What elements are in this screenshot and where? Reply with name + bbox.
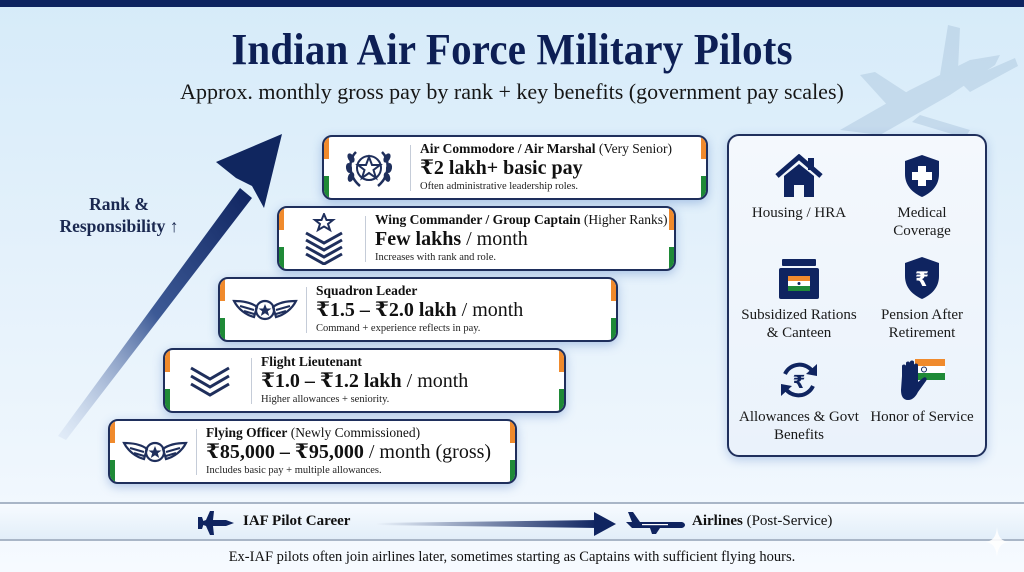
career-arrow-icon [376,512,616,536]
svg-text:₹: ₹ [793,372,806,393]
rank-note: Increases with rank and role. [375,252,496,263]
rank-card-wing-commander: Wing Commander / Group Captain (Higher R… [277,206,676,271]
rank-note: Often administrative leadership roles. [420,181,579,192]
rank-name: Flying Officer [206,425,288,440]
pay-amount: ₹85,000 – ₹95,000 [206,441,364,463]
ration-box-icon [734,254,864,300]
pay-amount: Few lakhs [375,228,462,250]
page-title: Indian Air Force Military Pilots [231,25,793,74]
benefit-allowances: ₹ Allowances & Govt Benefits [734,356,864,444]
pay-amount: ₹2 lakh+ basic pay [420,157,583,179]
fighter-jet-icon [198,511,234,535]
sparkle-icon [985,527,1009,557]
benefit-honor: Honor of Service [857,356,987,426]
pilot-wings-icon [120,427,190,477]
benefit-housing: Housing / HRA [734,152,864,222]
double-chevron-icon [175,356,245,406]
rank-note: Includes basic pay + multiple allowances… [206,465,382,476]
rank-qualifier: (Newly Commissioned) [290,425,421,440]
rupee-shield-icon: ₹ [857,254,987,300]
benefits-panel: Housing / HRA Medical Coverage Subsidize… [727,134,987,457]
rank-card-air-commodore: Air Commodore / Air Marshal (Very Senior… [322,135,708,200]
rank-card-flight-lieutenant: Flight Lieutenant ₹1.0 – ₹1.2 lakh / mon… [163,348,566,413]
benefit-pension: ₹ Pension After Retirement [857,254,987,342]
salute-flag-icon [857,356,987,402]
page-subtitle: Approx. monthly gross pay by rank + key … [180,79,844,104]
rupee-cycle-icon: ₹ [734,356,864,402]
pay-amount: ₹1.5 – ₹2.0 lakh [316,299,457,321]
rank-card-squadron-leader: Squadron Leader ₹1.5 – ₹2.0 lakh / month… [218,277,618,342]
rank-qualifier: (Very Senior) [598,141,672,156]
rank-card-flying-officer: Flying Officer (Newly Commissioned) ₹85,… [108,419,517,484]
rank-responsibility-label: Rank & Responsibility ↑ [59,194,179,236]
house-icon [734,152,864,198]
career-path-strip: IAF Pilot Career Airlines (Post-Service) [0,502,1024,541]
footnote: Ex-IAF pilots often join airlines later,… [228,549,796,565]
rank-note: Command + experience reflects in pay. [316,323,481,334]
career-from-label: IAF Pilot Career [243,513,351,529]
rank-name: Squadron Leader [316,283,418,298]
rank-name: Wing Commander / Group Captain [375,212,581,227]
airliner-icon [626,512,685,534]
star-chevrons-icon [289,213,359,265]
benefit-rations: Subsidized Rations & Canteen [734,254,864,342]
laurel-star-icon [334,143,404,193]
svg-text:₹: ₹ [915,267,929,291]
career-to-label: Airlines (Post-Service) [692,513,833,529]
top-accent-bar [0,0,1024,7]
pilot-wings-icon [230,285,300,335]
rank-name: Air Commodore / Air Marshal [420,141,596,156]
pay-amount: ₹1.0 – ₹1.2 lakh [261,370,402,392]
rank-note: Higher allowances + seniority. [261,394,390,405]
trend-up-arrow-icon [58,134,282,440]
rank-name: Flight Lieutenant [261,354,362,369]
rank-qualifier: (Higher Ranks) [583,212,668,227]
background-jet-icon [840,25,1018,138]
benefit-medical: Medical Coverage [857,152,987,240]
medical-shield-icon [857,152,987,198]
